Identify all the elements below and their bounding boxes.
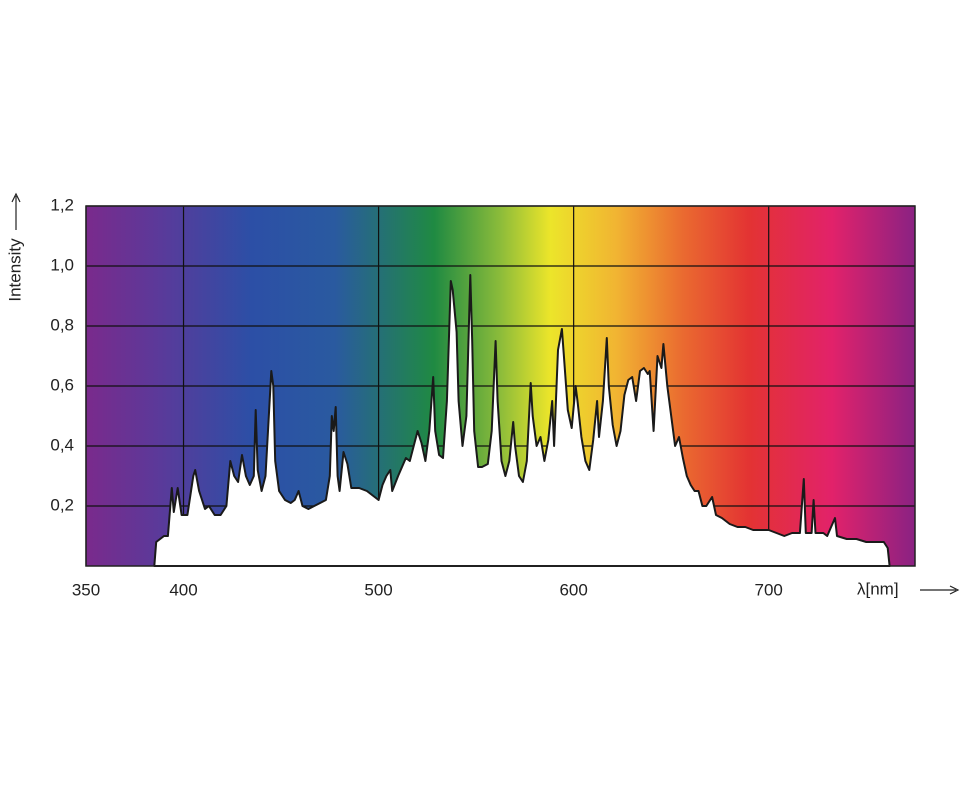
y-axis-arrowhead	[11, 192, 21, 203]
y-tick-label: 0,6	[50, 375, 74, 394]
x-tick-label: 700	[755, 580, 783, 599]
spectrum-area	[153, 274, 891, 567]
x-tick-label: 600	[559, 580, 587, 599]
y-tick-label: 0,4	[50, 435, 74, 454]
y-tick-label: 1,0	[50, 255, 74, 274]
y-tick-label: 0,2	[50, 495, 74, 514]
y-tick-label: 1,2	[50, 195, 74, 214]
plot-frame	[85, 205, 916, 567]
y-axis-label: Intensity	[5, 238, 24, 302]
x-axis-arrowhead	[949, 585, 960, 595]
y-tick-label: 0,8	[50, 315, 74, 334]
x-tick-label: 400	[169, 580, 197, 599]
x-axis-label: λ[nm]	[857, 579, 899, 598]
x-tick-label: 500	[364, 580, 392, 599]
x-tick-label: 350	[72, 580, 100, 599]
